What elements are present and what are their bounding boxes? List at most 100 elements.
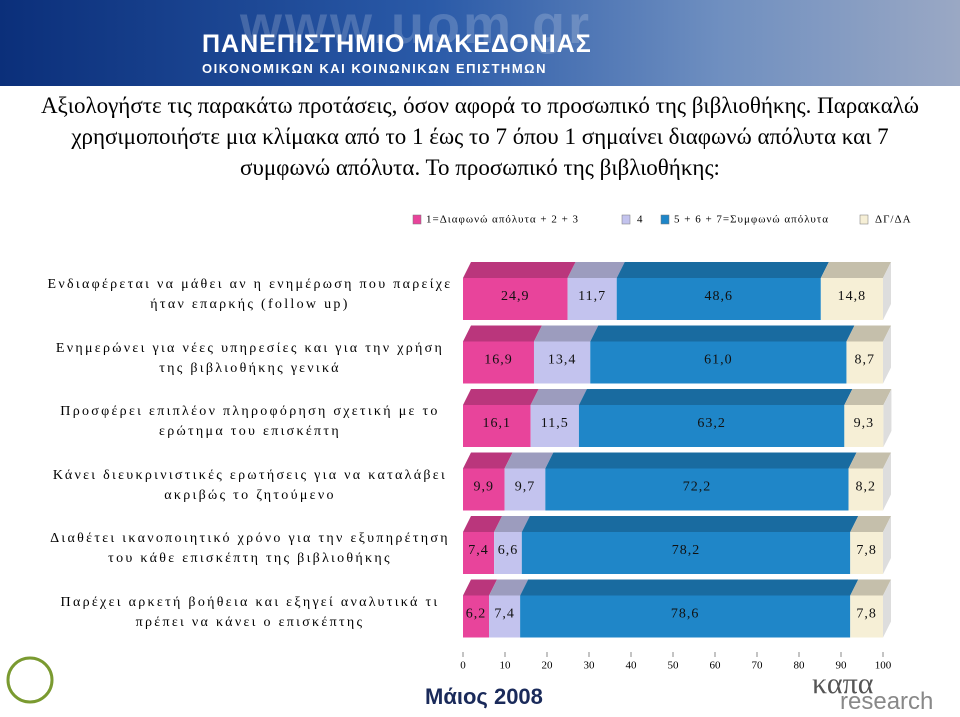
bar-segment (463, 595, 490, 638)
bar-segment (463, 468, 505, 511)
bar-top (521, 516, 859, 532)
value-label: 24,9 (501, 289, 530, 304)
bar-top (463, 452, 513, 469)
bar-top (578, 389, 853, 405)
bar-segment (590, 341, 847, 384)
bar-segment (850, 532, 883, 574)
site: www.uom.gr (240, 0, 592, 55)
bar-segment (820, 278, 883, 320)
legend-swatch (412, 214, 422, 225)
value-label: 16,9 (484, 353, 513, 368)
category-label: Ενημερώνει για νέες υπηρεσίες και για τη… (55, 340, 445, 376)
bar-segment (616, 278, 821, 320)
bar-top (846, 325, 891, 342)
category-label: Προσφέρει επιπλέον πληροφόρηση σχετική μ… (60, 404, 440, 439)
legend-swatch (859, 214, 869, 225)
bar-segment (533, 341, 591, 384)
value-label: 48,6 (705, 289, 734, 304)
logo (6, 656, 54, 704)
bar-side (883, 325, 891, 384)
bar-top (616, 262, 829, 278)
x-tick-label: 90 (836, 660, 848, 672)
x-tick-label: 70 (752, 660, 764, 672)
legend-label: 5 + 6 + 7=Συμφωνώ απόλυτα (674, 214, 829, 226)
value-label: 72,2 (683, 480, 712, 495)
bar-segment (848, 468, 883, 511)
x-tick-label: 10 (500, 660, 512, 672)
value-label: 13,4 (548, 353, 577, 368)
legend-label: 4 (637, 214, 644, 226)
logo-text: καπα (812, 667, 874, 700)
date: Μάιος 2008 (425, 684, 543, 709)
value-label: 78,6 (671, 607, 700, 622)
bar-segment (567, 278, 617, 320)
bar-top (494, 516, 530, 532)
bar-segment (494, 532, 522, 574)
value-label: 8,2 (856, 480, 877, 495)
bar-side (883, 579, 891, 638)
bar-segment (504, 468, 546, 511)
x-tick-label: 40 (626, 660, 638, 672)
bar-top (504, 452, 554, 469)
bar-segment (530, 405, 579, 447)
bar-top (848, 452, 891, 469)
bar-segment (578, 405, 845, 447)
x-tick-label: 60 (710, 660, 722, 672)
university-name: ΠΑΝΕΠΙΣΤΗΜΙΟ ΜΑΚΕΔΟΝΙΑΣ (202, 30, 592, 58)
bar-segment (850, 595, 883, 638)
bar-segment (844, 405, 884, 447)
legend-label: ΔΓ/ΔΑ (875, 214, 912, 226)
bar-segment (489, 595, 521, 638)
bar-top (850, 516, 891, 532)
bar-top (567, 262, 625, 278)
bar-top (463, 325, 542, 342)
category-label: Ενδιαφέρεται να μάθει αν η ενημέρωση που… (47, 277, 453, 312)
bar-segment (463, 405, 531, 447)
bar-top (533, 325, 599, 342)
bar-top (463, 516, 503, 532)
value-label: 8,7 (854, 353, 875, 368)
x-tick-label: 20 (542, 660, 554, 672)
bar-top (520, 579, 859, 596)
category-label: Διαθέτει ικανοποιητικό χρόνο για την εξυ… (50, 531, 450, 566)
logo-text: research (840, 688, 934, 715)
bar-top (489, 579, 529, 596)
bar-top (844, 389, 892, 405)
bar-top (463, 389, 539, 405)
value-label: 7,4 (468, 543, 489, 558)
bar-top (590, 325, 855, 342)
chart-title: Αξιολογήστε τις παρακάτω προτάσεις, όσον… (40, 93, 920, 180)
bar-top (850, 579, 891, 596)
banner (0, 0, 960, 86)
value-label: 9,3 (854, 416, 875, 431)
bar-top (530, 389, 587, 405)
legend-swatch (660, 214, 670, 225)
legend-swatch (621, 214, 631, 225)
faculty: ΟΙΚΟΝΟΜΙΚΩΝ ΚΑΙ ΚΟΙΝΩΝΙΚΩΝ ΕΠΙΣΤΗΜΩΝ (202, 61, 547, 76)
value-label: 16,1 (483, 416, 512, 431)
value-label: 14,8 (838, 289, 867, 304)
x-tick-label: 100 (875, 660, 892, 672)
value-label: 7,4 (494, 607, 515, 622)
bar-segment (846, 341, 883, 384)
bar-top (463, 262, 576, 278)
value-label: 7,8 (856, 607, 877, 622)
value-label: 9,7 (515, 480, 536, 495)
bar-segment (545, 468, 849, 511)
bar-segment (463, 341, 534, 384)
bar-top (545, 452, 857, 469)
bar-side (883, 452, 891, 511)
value-label: 11,7 (578, 289, 606, 304)
bar-segment (463, 532, 495, 574)
legend-label: 1=Διαφωνώ απόλυτα + 2 + 3 (426, 214, 579, 226)
value-label: 6,6 (498, 543, 519, 558)
bar-segment (463, 278, 568, 320)
category-label: Κάνει διευκρινιστικές ερωτήσεις για να κ… (52, 467, 448, 503)
value-label: 9,9 (474, 480, 495, 495)
x-tick-label: 0 (460, 660, 466, 672)
bar-side (883, 389, 892, 447)
category-label: Παρέχει αρκετή βοήθεια και εξηγεί αναλυτ… (60, 594, 440, 630)
x-tick-label: 50 (668, 660, 680, 672)
